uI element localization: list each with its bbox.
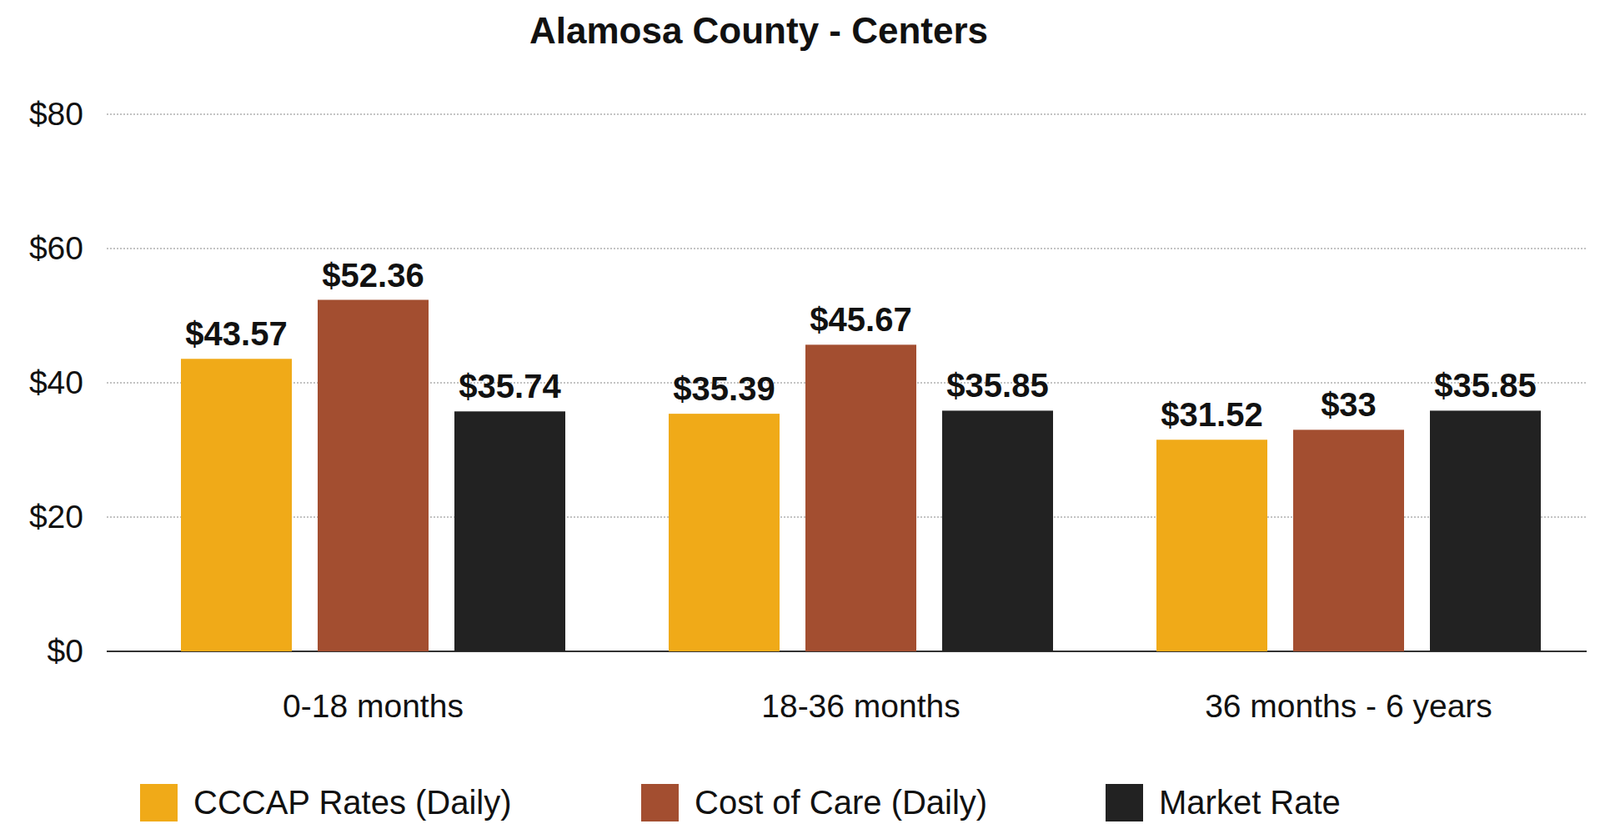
bar bbox=[317, 300, 429, 652]
y-tick-label: $20 bbox=[29, 498, 84, 535]
grid-line bbox=[106, 247, 1587, 249]
title: Alamosa County - Centers bbox=[529, 10, 989, 51]
data-label: $45.67 bbox=[809, 300, 912, 338]
category-label: 0-18 months bbox=[282, 687, 464, 724]
bar bbox=[942, 410, 1054, 652]
bar bbox=[1156, 439, 1268, 652]
category-label: 36 months - 6 years bbox=[1204, 687, 1493, 724]
category-label: 18-36 months bbox=[761, 687, 960, 724]
chart: Alamosa County - Centers $0 $20 $40 $60 $80 $4… bbox=[0, 0, 1600, 839]
data-label: $35.74 bbox=[458, 367, 562, 405]
data-label: $35.39 bbox=[672, 370, 775, 407]
bars bbox=[180, 300, 1541, 652]
grid-line bbox=[106, 113, 1587, 115]
legend-label: Cost of Care (Daily) bbox=[694, 783, 988, 821]
y-tick-label: $0 bbox=[47, 632, 84, 669]
bar bbox=[454, 411, 566, 652]
y-tick-label: $60 bbox=[29, 230, 84, 266]
data-label: $33 bbox=[1320, 386, 1377, 423]
data-label: $31.52 bbox=[1160, 396, 1263, 433]
legend-swatch bbox=[1105, 783, 1144, 822]
legend-swatch bbox=[641, 783, 679, 822]
bar bbox=[180, 358, 292, 652]
legend-label: CCCAP Rates (Daily) bbox=[193, 783, 512, 821]
bar bbox=[805, 344, 917, 652]
data-label: $35.85 bbox=[946, 366, 1049, 404]
y-tick-label: $40 bbox=[29, 364, 84, 401]
bar bbox=[1293, 429, 1405, 652]
y-tick-label: $80 bbox=[29, 95, 84, 132]
data-label: $35.85 bbox=[1434, 366, 1536, 404]
data-label: $43.57 bbox=[185, 315, 287, 352]
legend-swatch bbox=[140, 783, 178, 822]
bar bbox=[1429, 410, 1541, 652]
legend-label: Market Rate bbox=[1158, 783, 1341, 821]
bar bbox=[668, 413, 780, 652]
data-label: $52.36 bbox=[321, 256, 424, 294]
